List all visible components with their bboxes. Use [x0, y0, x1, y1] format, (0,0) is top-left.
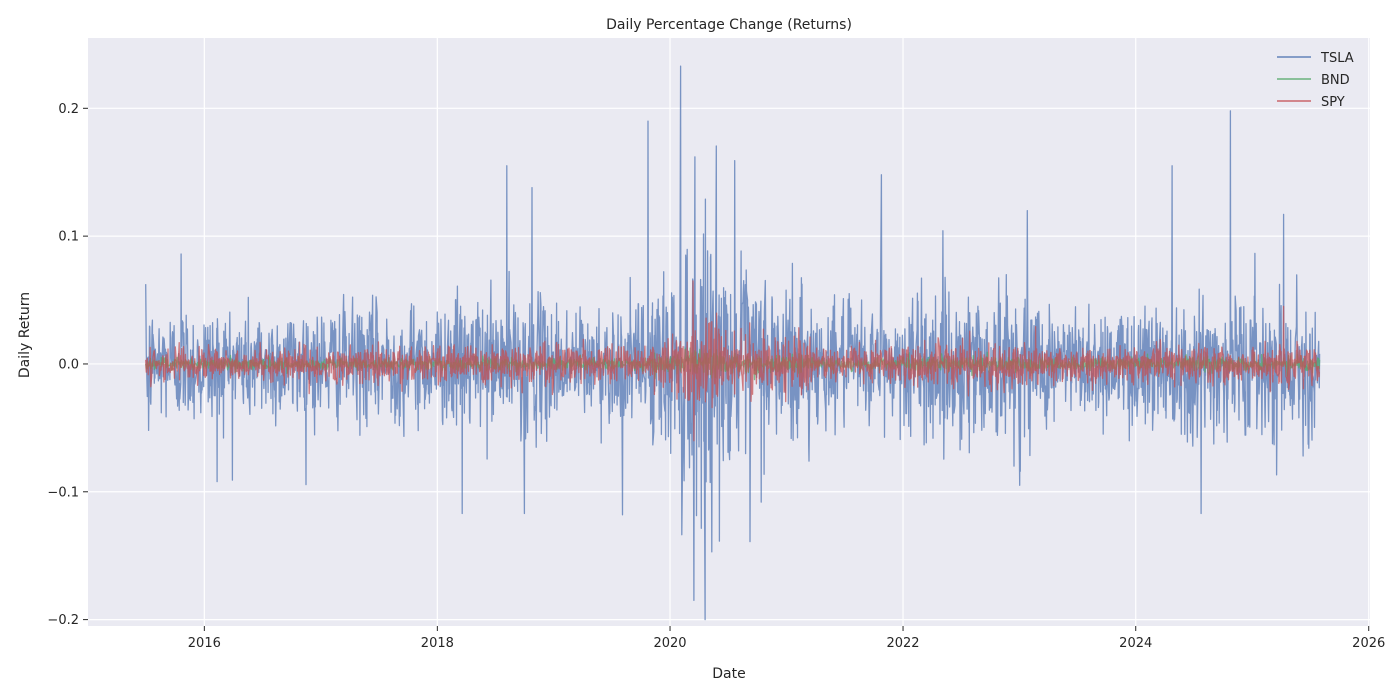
y-tick-label: 0.1 — [58, 230, 79, 245]
x-tick-label: 2020 — [653, 636, 686, 651]
x-axis-label: Date — [712, 666, 745, 682]
x-axis-ticks: 2016 2018 2020 2022 2024 2026 — [188, 626, 1385, 651]
plot-background — [88, 38, 1370, 626]
x-tick-label: 2024 — [1119, 636, 1152, 651]
y-tick-label: 0.0 — [58, 357, 79, 372]
legend: TSLA BND SPY — [1277, 51, 1354, 110]
y-axis-label: Daily Return — [17, 292, 33, 378]
chart-title: Daily Percentage Change (Returns) — [606, 17, 852, 33]
plot-area — [145, 65, 1321, 621]
x-tick-label: 2026 — [1352, 636, 1385, 651]
y-axis-ticks: −0.2 −0.1 0.0 0.1 0.2 — [47, 102, 88, 628]
y-tick-label: −0.2 — [47, 613, 79, 628]
series-line-spy — [145, 280, 1321, 442]
legend-label-spy: SPY — [1321, 95, 1345, 110]
legend-label-bnd: BND — [1321, 73, 1350, 88]
x-tick-label: 2018 — [421, 636, 454, 651]
y-tick-label: 0.2 — [58, 102, 79, 117]
x-tick-label: 2022 — [886, 636, 919, 651]
legend-label-tsla: TSLA — [1320, 51, 1354, 66]
x-tick-label: 2016 — [188, 636, 221, 651]
y-tick-label: −0.1 — [47, 485, 79, 500]
